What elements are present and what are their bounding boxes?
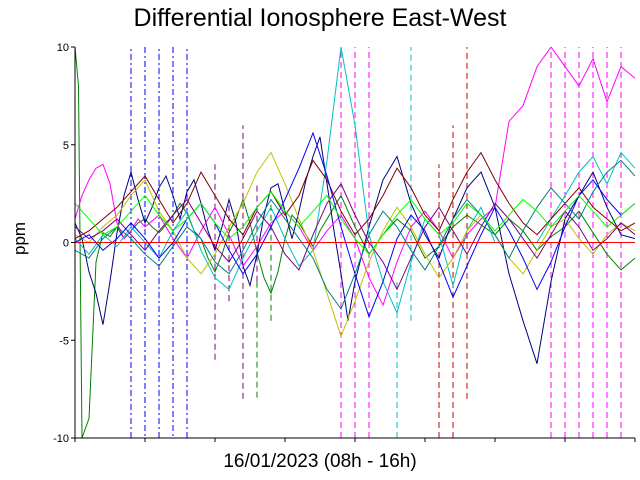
- y-tick-label: -10: [53, 433, 69, 445]
- y-tick-label: 10: [57, 42, 69, 54]
- series-line-6: [75, 182, 635, 291]
- x-axis-label: 16/01/2023 (08h - 16h): [223, 451, 417, 472]
- series-line-3: [75, 47, 635, 315]
- series-layer: [75, 47, 635, 438]
- series-line-5: [75, 151, 635, 240]
- y-tick-label: -5: [59, 335, 69, 347]
- y-tick-label: 5: [63, 140, 69, 152]
- series-line-0: [75, 47, 635, 438]
- y-tick-label: 0: [63, 238, 69, 250]
- chart-title: Differential Ionosphere East-West: [133, 4, 507, 32]
- axes-layer: 10 5 0 -5 -10: [53, 42, 636, 445]
- series-line-10: [75, 190, 635, 255]
- series-line-9: [75, 159, 635, 311]
- series-line-2: [75, 47, 635, 307]
